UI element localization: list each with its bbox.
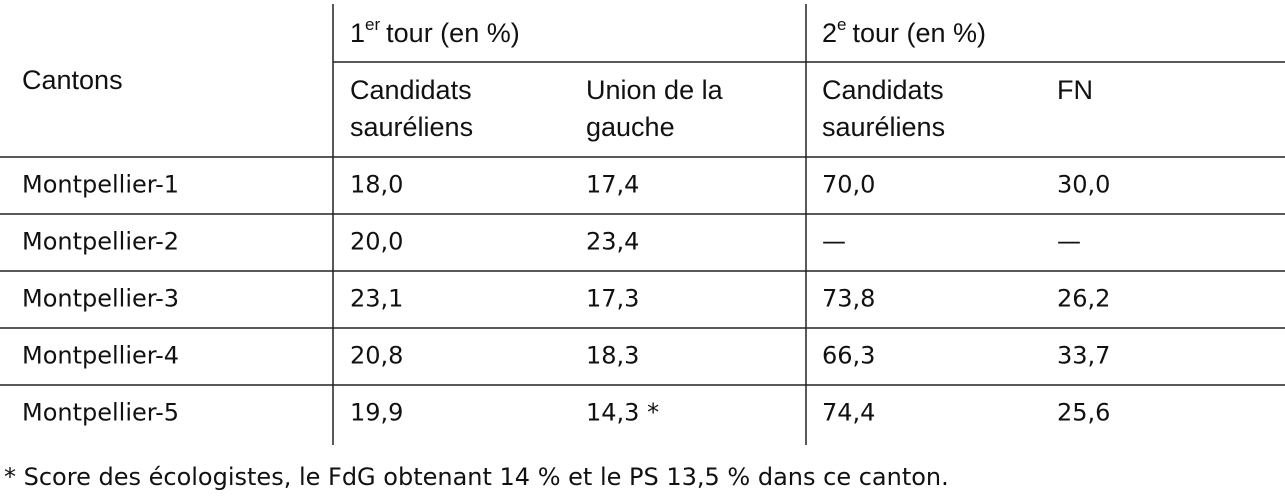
round-number: 1 (350, 18, 365, 48)
row-label: Montpellier-2 (22, 228, 179, 256)
round-text: tour (en %) (386, 18, 520, 48)
row-label: Montpellier-5 (22, 399, 179, 427)
subheader: gauche (586, 112, 675, 142)
row-label: Montpellier-3 (22, 285, 179, 313)
round-sup: e (837, 15, 846, 34)
cell: 23,1 (350, 285, 403, 313)
header-cantons: Cantons (22, 65, 123, 95)
row-label: Montpellier-1 (22, 171, 179, 199)
cell: — (822, 228, 846, 256)
cell: 73,8 (822, 285, 875, 313)
cell: 33,7 (1057, 342, 1110, 370)
cell: 18,0 (350, 171, 403, 199)
subheader: FN (1057, 75, 1093, 105)
cell: 17,4 (586, 171, 639, 199)
row-label: Montpellier-4 (22, 342, 179, 370)
subheader: Union de la (586, 75, 724, 105)
header-round2: 2e tour (en %) (822, 15, 986, 48)
footnote: * Score des écologistes, le FdG obtenant… (4, 463, 949, 491)
cell: — (1057, 228, 1081, 256)
round-number: 2 (822, 18, 837, 48)
header-round1: 1er tour (en %) (350, 15, 520, 48)
subheader: Candidats (822, 75, 944, 105)
cell: 23,4 (586, 228, 639, 256)
cell: 26,2 (1057, 285, 1110, 313)
round-sup: er (365, 15, 380, 34)
cell: 70,0 (822, 171, 875, 199)
cell: 74,4 (822, 399, 875, 427)
subheader: sauréliens (350, 112, 473, 142)
cell: 20,0 (350, 228, 403, 256)
cell: 14,3 * (586, 399, 659, 427)
cell: 20,8 (350, 342, 403, 370)
round-text: tour (en %) (853, 18, 987, 48)
subheader: sauréliens (822, 112, 945, 142)
cell: 30,0 (1057, 171, 1110, 199)
cell: 25,6 (1057, 399, 1110, 427)
cell: 18,3 (586, 342, 639, 370)
cell: 19,9 (350, 399, 403, 427)
subheader: Candidats (350, 75, 472, 105)
cell: 17,3 (586, 285, 639, 313)
cell: 66,3 (822, 342, 875, 370)
